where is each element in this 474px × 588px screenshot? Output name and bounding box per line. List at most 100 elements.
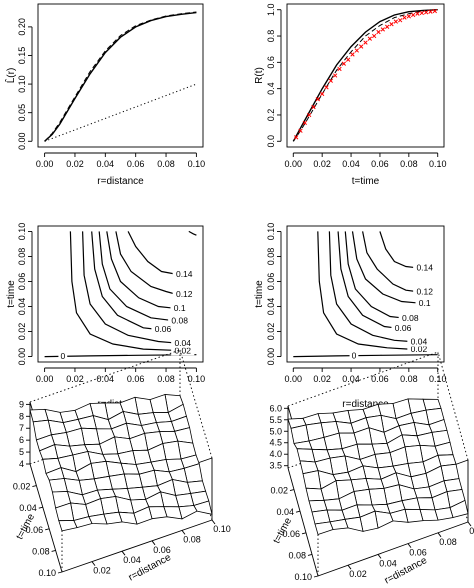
contour-line: [82, 231, 174, 344]
t-tick-label: 0.10: [38, 568, 56, 578]
y-tick-label: 0.10: [17, 75, 27, 93]
plot-frame: [286, 225, 445, 363]
x-tick-label: 0.08: [157, 374, 175, 384]
t-tick: [38, 506, 43, 509]
contour-label-bg: [407, 344, 431, 355]
r-tick: [181, 530, 186, 535]
surface-facet: [48, 478, 68, 493]
x-tick-label: 0.10: [429, 159, 447, 169]
contour-label-bg: [168, 315, 192, 326]
z-tick-label: 5: [19, 447, 24, 457]
y-axis-title: L̂(r): [3, 68, 17, 84]
data-point: [424, 10, 429, 15]
box-edge: [317, 521, 469, 577]
x-tick-label: 0.02: [66, 374, 84, 384]
x-tick-label: 0.04: [97, 159, 115, 169]
y-tick-label: 0.8: [266, 30, 276, 43]
contour-label-bg: [398, 312, 422, 323]
data-point: [367, 36, 372, 41]
data-point: [315, 97, 320, 102]
contour-label: 0.1: [174, 303, 186, 313]
z-tick-label: 6: [19, 435, 24, 445]
x-tick-label: 0.06: [127, 159, 145, 169]
contour-label: 0.06: [155, 324, 172, 334]
t-tick: [313, 575, 319, 578]
data-point: [419, 10, 424, 16]
x-tick-label: 0.10: [188, 159, 206, 169]
contour-line: [344, 231, 402, 319]
x-axis-title: t=time: [352, 176, 380, 187]
contour-label: 0.1: [419, 298, 431, 308]
x-tick-label: 0.08: [400, 374, 418, 384]
x-tick-label: 0.00: [36, 159, 54, 169]
data-point: [346, 57, 351, 62]
z-tick-label: 4.5: [269, 438, 282, 448]
r-tick: [91, 561, 96, 566]
contour-label-bg: [349, 350, 359, 361]
data-point: [393, 19, 398, 24]
contour-label: 0.08: [402, 313, 419, 323]
x-axis-title: r=distance: [342, 399, 389, 410]
t-tick: [301, 532, 307, 535]
x-tick-label: 0.02: [313, 374, 331, 384]
x-tick-label: 0.04: [342, 374, 360, 384]
x-tick-label: 0.00: [36, 374, 54, 384]
r-tick-label: 0.10: [213, 524, 231, 534]
surface-facet: [296, 448, 316, 463]
r-tick-label: 0.02: [349, 569, 367, 579]
box-edge-hidden: [437, 351, 469, 461]
y-axis-title: t=time: [254, 280, 265, 308]
t-tick: [45, 528, 50, 531]
contour-label-bg: [415, 297, 434, 308]
contour-line: [328, 231, 411, 343]
contour-line: [317, 231, 409, 350]
data-point: [385, 24, 390, 29]
contour-label-bg: [413, 286, 437, 297]
contour-line: [127, 231, 176, 275]
contour-label: 0.12: [416, 286, 433, 296]
x-tick-label: 0.06: [127, 374, 145, 384]
y-tick-label: 0.06: [17, 273, 27, 291]
z-tick-label: 5.5: [269, 415, 282, 425]
data-point: [302, 120, 307, 126]
r-tick-label: 0.08: [183, 534, 201, 544]
series-line-dotted: [44, 83, 197, 142]
y-tick-label: 0.08: [266, 248, 276, 266]
data-point: [376, 29, 381, 35]
contour-line: [115, 231, 176, 295]
r-tick: [437, 532, 442, 538]
z-tick-label: 6.0: [269, 403, 282, 413]
box-edge-hidden: [179, 349, 213, 459]
r-tick: [211, 519, 216, 525]
y-tick-label: 0.05: [17, 104, 27, 122]
surface-facet: [29, 408, 49, 423]
data-point: [402, 15, 407, 20]
y-tick-label: 0.2: [266, 109, 276, 122]
surface-facet: [302, 470, 322, 490]
t-tick-label: 0.06: [282, 529, 300, 539]
box-edge: [61, 519, 213, 573]
plot-frame: [37, 225, 204, 363]
contour-label: 0.04: [174, 338, 191, 348]
x-tick-label: 0.04: [97, 374, 115, 384]
data-point: [337, 66, 342, 72]
r-tick-label: 0.06: [409, 548, 427, 558]
box-edge: [287, 467, 319, 577]
r-tick: [467, 521, 472, 527]
x-tick-label: 0.04: [342, 159, 360, 169]
plot-frame: [286, 3, 445, 148]
z-tick-label: 7: [19, 423, 24, 433]
y-tick-label: 0.08: [17, 248, 27, 266]
contour-line: [362, 231, 417, 293]
x-tick-label: 0.08: [157, 159, 175, 169]
r-tick-label: 0.04: [379, 558, 397, 568]
r-tick-label: 0.04: [123, 555, 141, 565]
x-tick-label: 0.10: [188, 374, 206, 384]
r-tick: [347, 564, 352, 570]
t-tick: [57, 571, 63, 574]
y-tick-label: 1.0: [266, 3, 276, 16]
y-tick-label: 0.02: [266, 323, 276, 341]
contour-label-bg: [391, 322, 415, 333]
box-edge: [29, 463, 63, 573]
data-point: [298, 128, 303, 133]
